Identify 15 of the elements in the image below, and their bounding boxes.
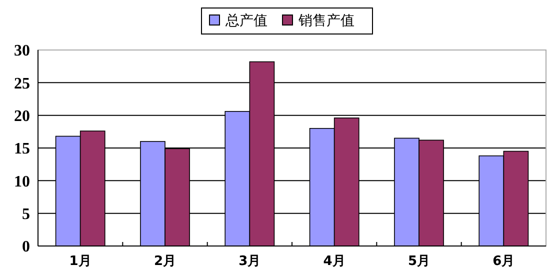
y-tick-label: 0	[22, 238, 30, 256]
y-tick-label: 30	[14, 42, 30, 60]
y-tick-label: 5	[22, 206, 30, 223]
y-tick-label: 25	[14, 75, 30, 92]
y-tick-label: 20	[14, 108, 30, 125]
x-tick-label: 5月	[408, 254, 430, 269]
x-tick-label: 3月	[238, 254, 261, 269]
legend-label: 销售产值	[298, 12, 354, 29]
y-tick-label: 10	[14, 173, 30, 190]
y-tick-label: 15	[14, 140, 30, 158]
x-tick-label: 6月	[492, 254, 515, 269]
legend-label: 总产值	[224, 12, 268, 29]
x-tick-label: 4月	[323, 254, 346, 269]
x-tick-label: 1月	[69, 254, 92, 269]
x-tick-label: 2月	[154, 254, 176, 269]
